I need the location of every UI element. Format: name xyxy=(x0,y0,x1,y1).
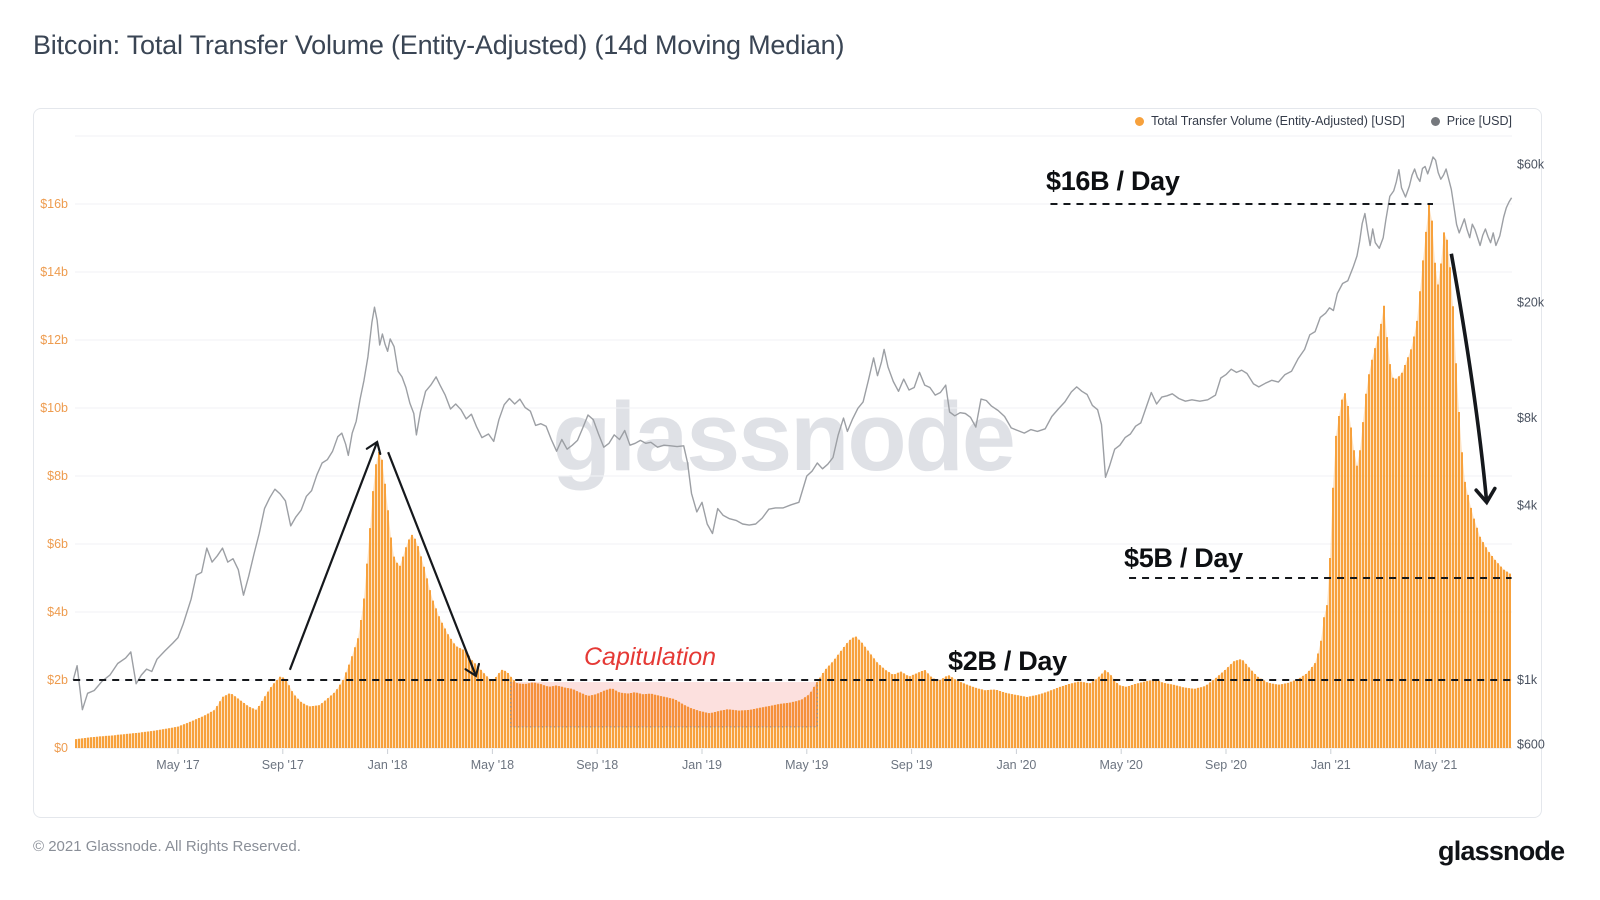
x-tick-label: Sep '19 xyxy=(891,758,933,772)
x-tick-label: Jan '18 xyxy=(368,758,408,772)
x-tick-label: May '18 xyxy=(471,758,514,772)
right-tick-label: $20k xyxy=(1517,296,1545,310)
x-tick-label: May '19 xyxy=(785,758,828,772)
price-line xyxy=(72,156,1513,711)
right-tick-label: $4k xyxy=(1517,498,1538,512)
right-tick-label: $60k xyxy=(1517,157,1545,171)
x-tick-label: Jan '20 xyxy=(996,758,1036,772)
x-tick-label: May '20 xyxy=(1100,758,1143,772)
right-tick-label: $1k xyxy=(1517,673,1538,687)
capitulation-box xyxy=(510,682,818,727)
legend-volume-label: Total Transfer Volume (Entity-Adjusted) … xyxy=(1151,114,1405,128)
right-axis-labels: $60k $20k $8k $4k $1k $600 xyxy=(1517,157,1545,751)
x-tick-label: May '17 xyxy=(156,758,199,772)
left-axis-labels: $0 $2b $4b $6b $8b $10b $12b $14b $16b xyxy=(40,197,68,755)
gridlines xyxy=(75,135,1512,749)
page-title: Bitcoin: Total Transfer Volume (Entity-A… xyxy=(33,30,845,60)
copyright-text: © 2021 Glassnode. All Rights Reserved. xyxy=(33,838,301,855)
arrow-volume-fall-2018 xyxy=(387,451,481,678)
plot-canvas[interactable]: May '17 Sep '17 Jan '18 May '18 Sep '18 Jan '… xyxy=(0,0,1600,825)
left-tick-label: $4b xyxy=(47,605,68,619)
left-tick-label: $2b xyxy=(47,673,68,687)
legend-item-price[interactable]: Price [USD] xyxy=(1430,114,1512,128)
right-tick-label: $8k xyxy=(1517,411,1538,425)
x-tick-label: Sep '20 xyxy=(1205,758,1247,772)
right-tick-label: $600 xyxy=(1517,737,1545,751)
x-tick-label: Sep '18 xyxy=(576,758,618,772)
legend-item-volume[interactable]: Total Transfer Volume (Entity-Adjusted) … xyxy=(1135,114,1405,128)
arrow-price-crash-2021 xyxy=(1449,253,1497,506)
volume-series-swatch-icon xyxy=(1135,116,1145,126)
annotation-16b-per-day: $16B / Day xyxy=(1046,166,1180,196)
chart-legend: Total Transfer Volume (Entity-Adjusted) … xyxy=(1135,114,1512,128)
left-tick-label: $0 xyxy=(54,741,68,755)
annotation-5b-per-day: $5B / Day xyxy=(1124,543,1243,573)
left-tick-label: $12b xyxy=(40,333,68,347)
legend-price-label: Price [USD] xyxy=(1446,114,1512,128)
left-tick-label: $16b xyxy=(40,197,68,211)
left-tick-label: $14b xyxy=(40,265,68,279)
price-series-swatch-icon xyxy=(1430,116,1440,126)
x-tick-label: Sep '17 xyxy=(262,758,304,772)
arrow-volume-rise-2017 xyxy=(288,440,382,671)
glassnode-watermark: glassnode xyxy=(552,382,1016,491)
x-tick-label: Jan '21 xyxy=(1311,758,1351,772)
left-tick-label: $8b xyxy=(47,469,68,483)
glassnode-logo[interactable]: glassnode xyxy=(1438,836,1565,866)
left-tick-label: $6b xyxy=(47,537,68,551)
left-tick-label: $10b xyxy=(40,401,68,415)
volume-bars xyxy=(75,204,1511,748)
x-tick-label: May '21 xyxy=(1414,758,1457,772)
x-axis-labels: May '17 Sep '17 Jan '18 May '18 Sep '18 Jan '… xyxy=(156,749,1457,772)
x-tick-label: Jan '19 xyxy=(682,758,722,772)
annotation-2b-per-day: $2B / Day xyxy=(948,646,1067,676)
annotation-capitulation: Capitulation xyxy=(584,643,717,671)
